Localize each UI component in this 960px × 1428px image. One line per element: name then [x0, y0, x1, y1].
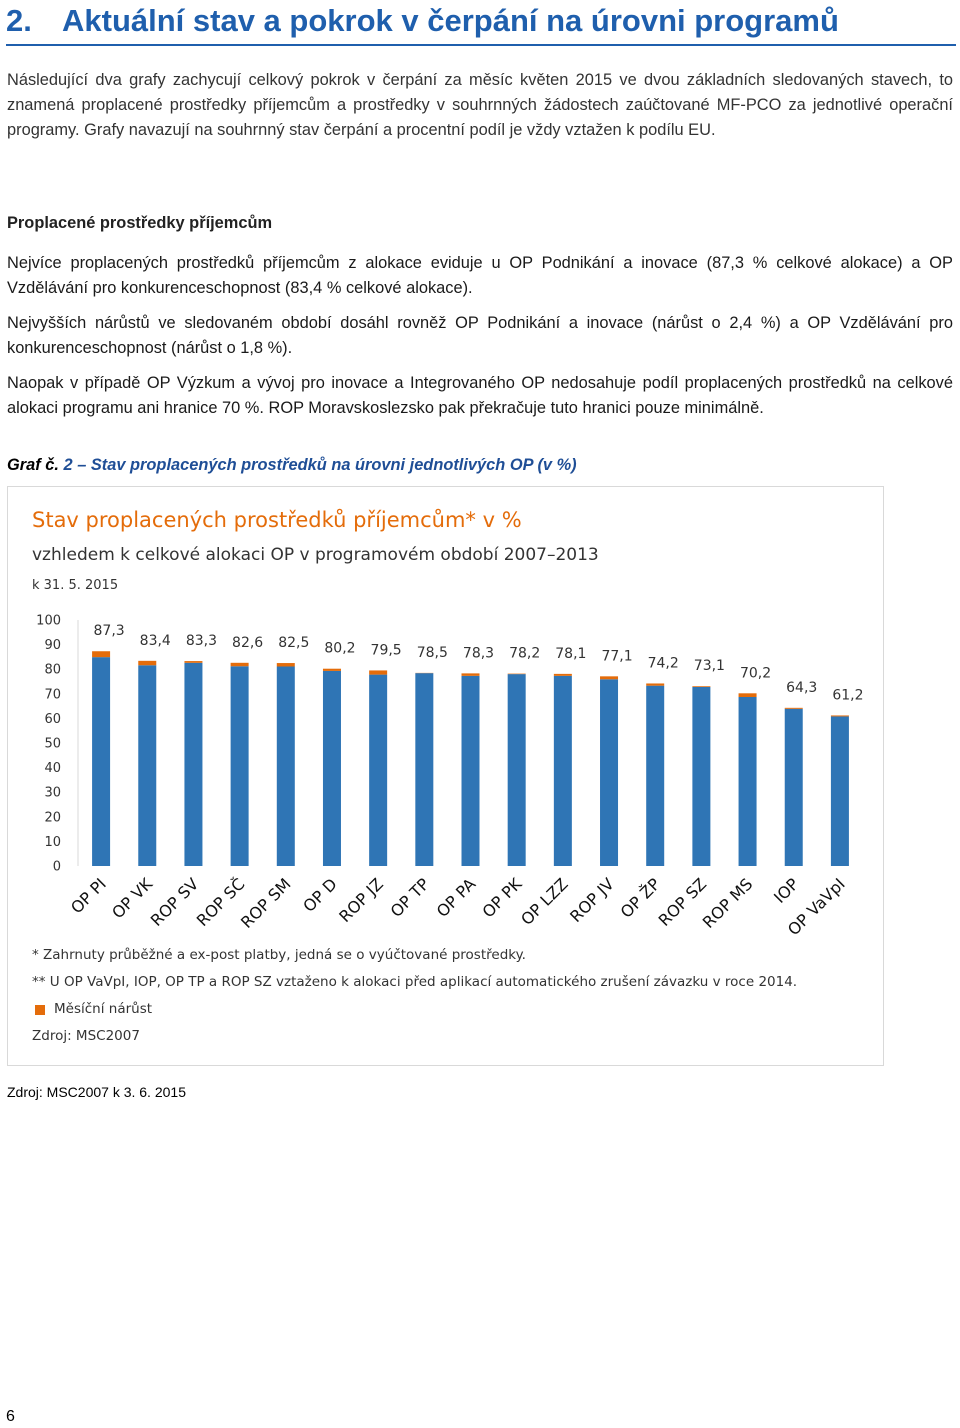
bar-increase-5 — [322, 668, 341, 671]
data-label-8: 78,3 — [463, 645, 494, 661]
chart-title: Stav proplacených prostředků příjemcům* … — [32, 508, 522, 532]
bar-increase-12 — [646, 683, 665, 686]
y-tick-label-1: 10 — [44, 835, 61, 850]
figure-caption-prefix: Graf č. — [7, 456, 59, 474]
data-label-3: 82,6 — [232, 635, 263, 651]
bar-increase-13 — [692, 686, 711, 687]
bar-increase-16 — [830, 715, 849, 717]
y-tick-label-3: 30 — [44, 786, 61, 801]
bar-increase-3 — [230, 662, 249, 667]
bar-10 — [553, 675, 572, 866]
bar-increase-14 — [738, 693, 757, 697]
y-tick-label-7: 70 — [44, 687, 61, 702]
category-label-0: OP PI — [67, 874, 110, 917]
category-label-4: ROP SM — [237, 874, 295, 932]
data-label-15: 64,3 — [786, 680, 817, 696]
bar-increase-1 — [138, 660, 157, 666]
y-tick-label-2: 20 — [44, 810, 61, 825]
bar-13 — [692, 686, 711, 866]
legend-swatch — [35, 1005, 45, 1015]
bar-7 — [415, 673, 434, 866]
intro-paragraph: Následující dva grafy zachycují celkový … — [7, 71, 953, 139]
figure-caption-number: 2 — [63, 456, 73, 474]
bar-15 — [784, 708, 803, 866]
bar-increase-6 — [369, 670, 388, 675]
data-label-12: 74,2 — [648, 655, 679, 671]
data-label-9: 78,2 — [509, 646, 540, 662]
section-heading: 2. Aktuální stav a pokrok v čerpání na úr… — [6, 2, 956, 46]
category-label-10: OP LZZ — [517, 874, 572, 929]
category-label-11: ROP JV — [566, 874, 618, 926]
chart-source: Zdroj: MSC2007 — [32, 1028, 140, 1044]
category-label-15: IOP — [770, 874, 803, 907]
bar-increase-2 — [184, 661, 203, 663]
chart-note-1: * Zahrnuty průběžné a ex-post platby, je… — [32, 947, 526, 963]
bar-increase-0 — [92, 651, 111, 658]
bar-11 — [600, 679, 619, 866]
bar-increase-10 — [553, 673, 572, 676]
bar-2 — [184, 662, 203, 866]
data-label-6: 79,5 — [371, 642, 402, 658]
data-label-1: 83,4 — [140, 633, 171, 649]
category-label-2: ROP SV — [147, 874, 203, 930]
chart-frame: Stav proplacených prostředků příjemcům* … — [7, 486, 884, 1066]
bar-increase-15 — [784, 707, 803, 709]
bar-12 — [646, 685, 665, 866]
data-label-14: 70,2 — [740, 665, 771, 681]
figure-caption: Graf č. 2 – Stav proplacených prostředků… — [7, 456, 577, 475]
data-label-2: 83,3 — [186, 633, 217, 649]
subsection-heading: Proplacené prostředky příjemcům — [7, 214, 273, 232]
y-tick-label-10: 100 — [36, 614, 61, 629]
data-label-5: 80,2 — [324, 641, 355, 657]
bar-3 — [230, 666, 249, 866]
page-number: 6 — [6, 1408, 15, 1425]
category-label-8: OP PA — [433, 874, 480, 921]
category-label-5: OP D — [299, 874, 340, 915]
y-tick-label-9: 90 — [44, 638, 61, 653]
bar-16 — [830, 716, 849, 866]
y-tick-label-5: 50 — [44, 737, 61, 752]
category-label-14: ROP MS — [699, 874, 757, 932]
bar-5 — [322, 670, 341, 866]
bar-increase-11 — [600, 676, 619, 680]
section-title: Aktuální stav a pokrok v čerpání na úrov… — [62, 3, 839, 38]
category-label-6: ROP JZ — [335, 874, 387, 926]
y-tick-label-6: 60 — [44, 712, 61, 727]
category-label-7: OP TP — [387, 874, 434, 921]
bar-increase-4 — [276, 663, 295, 667]
bar-9 — [507, 674, 526, 866]
y-tick-label-0: 0 — [53, 860, 61, 875]
data-label-4: 82,5 — [278, 635, 309, 651]
chart-note-2: ** U OP VaVpI, IOP, OP TP a ROP SZ vztaž… — [32, 974, 798, 990]
bar-1 — [138, 665, 157, 866]
data-label-10: 78,1 — [555, 646, 586, 662]
y-tick-label-4: 40 — [44, 761, 61, 776]
data-label-11: 77,1 — [601, 648, 632, 664]
bar-8 — [461, 675, 480, 866]
figure-caption-text: – Stav proplacených prostředků na úrovni… — [77, 456, 577, 474]
y-tick-label-8: 80 — [44, 663, 61, 678]
paragraph-2: Nejvyšších nárůstů ve sledovaném období … — [7, 314, 953, 357]
data-label-0: 87,3 — [94, 623, 125, 639]
bar-4 — [276, 666, 295, 866]
data-label-7: 78,5 — [417, 645, 448, 661]
bar-0 — [92, 657, 111, 866]
bar-6 — [369, 674, 388, 866]
chart-subtitle: vzhledem k celkové alokaci OP v programo… — [32, 545, 599, 565]
data-label-13: 73,1 — [694, 658, 725, 674]
paragraph-1: Nejvíce proplacených prostředků příjemců… — [7, 254, 953, 297]
bar-increase-8 — [461, 673, 480, 676]
chart-date: k 31. 5. 2015 — [32, 578, 119, 593]
legend-label: Měsíční nárůst — [54, 1001, 153, 1017]
section-number: 2. — [6, 3, 32, 38]
data-label-16: 61,2 — [832, 687, 863, 703]
bar-14 — [738, 696, 757, 866]
paragraph-3: Naopak v případě OP Výzkum a vývoj pro i… — [7, 374, 953, 417]
source-note: Zdroj: MSC2007 k 3. 6. 2015 — [7, 1084, 186, 1100]
